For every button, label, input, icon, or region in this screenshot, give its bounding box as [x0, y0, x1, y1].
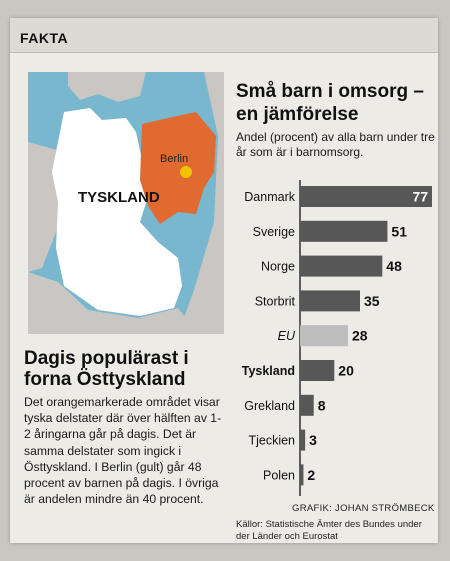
value-label: 51 [391, 223, 407, 239]
source-note: Källor: Statistische Ämter des Bundes un… [236, 519, 422, 542]
category-label: Danmark [244, 190, 295, 204]
value-label: 8 [318, 397, 326, 413]
fact-box: FAKTA Berlin TYSKLAND Dagis populärast i… [10, 18, 438, 543]
chart-subtitle: Andel (procent) av alla barn under tre å… [236, 130, 435, 159]
category-label: Tjeckien [248, 434, 295, 448]
bar-sverige [300, 220, 388, 242]
bar-polen [300, 464, 304, 486]
value-label: 20 [338, 363, 354, 379]
category-label: Storbrit [255, 294, 296, 308]
germany-map: Berlin TYSKLAND [28, 72, 224, 334]
category-label: Sverige [253, 225, 295, 239]
map-city-label: Berlin [160, 153, 188, 165]
map-country-label: TYSKLAND [78, 189, 160, 206]
map-germany-west [52, 108, 182, 316]
map-east-states [140, 112, 216, 224]
value-label: 35 [364, 293, 380, 309]
bar-tyskland [300, 360, 335, 381]
section-label: FAKTA [20, 30, 69, 46]
header-strip: FAKTA [10, 18, 438, 53]
value-label: 28 [352, 328, 368, 344]
graphic-credit: GRAFIK: JOHAN STRÖMBECK [292, 503, 435, 514]
chart-title: Små barn i omsorg – en jämförelse [236, 81, 424, 125]
category-label: Tyskland [242, 364, 295, 378]
bar-norge [300, 255, 383, 277]
bar-eu [300, 325, 348, 347]
map-neighbor-south [28, 272, 198, 334]
map-neighbor-east [178, 72, 224, 334]
value-label: 77 [412, 189, 428, 205]
category-label: Grekland [244, 399, 295, 413]
article-headline: Dagis populärast i forna Östtyskland [24, 348, 189, 390]
category-label: EU [278, 329, 296, 343]
value-label: 48 [386, 258, 402, 274]
bar-grekland [300, 394, 314, 416]
bar-tjeckien [300, 429, 306, 451]
map-neighbor-north [68, 72, 146, 102]
map-berlin [180, 166, 192, 178]
bar-storbrit [300, 290, 360, 312]
bar-danmark [300, 186, 432, 207]
article-body: Det orangemarkerade området visar tyska … [24, 395, 222, 507]
category-label: Norge [261, 260, 295, 274]
category-label: Polen [263, 468, 295, 482]
value-label: 2 [307, 467, 315, 483]
value-label: 3 [309, 432, 317, 448]
